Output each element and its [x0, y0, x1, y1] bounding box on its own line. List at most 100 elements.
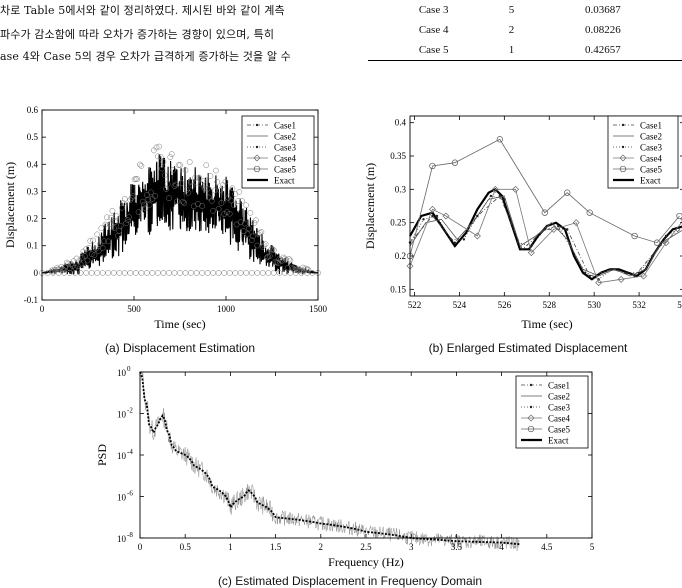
series-marker-case5 — [178, 180, 185, 187]
x-tick-label: 532 — [632, 300, 646, 310]
series-marker-case5 — [174, 198, 181, 205]
series-marker-case5 — [63, 259, 70, 266]
series-marker-case4 — [50, 270, 56, 276]
series-marker-case5 — [290, 265, 297, 272]
series-marker-case5 — [175, 162, 182, 168]
series-marker-case4 — [127, 270, 134, 276]
series-marker-case5 — [97, 241, 103, 247]
series-marker-case1 — [633, 274, 636, 278]
legend-label-case4: Case4 — [640, 154, 662, 164]
series-marker-case5 — [153, 144, 160, 151]
x-tick-label: 528 — [542, 300, 556, 310]
series-marker-case5 — [270, 247, 277, 253]
series-marker-case5 — [246, 225, 252, 232]
series-marker-case5 — [182, 167, 189, 174]
series-marker-case4 — [132, 270, 139, 276]
series-marker-case4 — [61, 270, 67, 276]
x-tick-label: 2 — [319, 542, 324, 552]
series-marker-case5 — [173, 181, 179, 188]
series-marker-case5 — [186, 159, 193, 165]
legend-label-case2: Case2 — [640, 132, 662, 142]
x-tick-label: 0 — [138, 542, 143, 552]
series-marker-case4 — [149, 270, 156, 276]
series-marker-case5 — [98, 225, 105, 232]
y-tick-label: 0.5 — [27, 132, 39, 142]
series-marker-case3 — [543, 228, 546, 231]
series-marker-case5 — [168, 151, 175, 157]
series-marker-case5 — [130, 193, 136, 199]
series-marker-case5 — [156, 143, 163, 150]
series-marker-case5 — [171, 183, 178, 189]
series-marker-case5 — [631, 232, 638, 240]
series-marker-case5 — [254, 242, 261, 249]
series-marker-case4 — [491, 185, 499, 193]
series-marker-case5 — [123, 220, 130, 227]
legend-label-exact: Exact — [640, 176, 661, 186]
series-marker-case5 — [244, 231, 251, 238]
series-marker-case4 — [617, 275, 625, 283]
series-marker-case5 — [541, 209, 548, 216]
legend-label-case4: Case4 — [548, 414, 570, 424]
y-tick-label: 10 — [117, 451, 127, 461]
table-row: Case 3 5 0.03687 — [368, 0, 682, 20]
legend-label-case4: Case4 — [274, 154, 296, 164]
legend-marker-case5 — [527, 425, 535, 433]
series-marker-case4 — [166, 270, 172, 276]
series-marker-case5 — [203, 162, 210, 169]
y-tick-label: 0.3 — [395, 184, 407, 194]
series-marker-case4 — [265, 270, 272, 276]
series-marker-case4 — [572, 219, 580, 227]
x-tick-label: 530 — [587, 300, 601, 310]
table-cell: Case 5 — [368, 40, 500, 61]
series-line-case1 — [409, 195, 682, 277]
series-marker-case5 — [144, 192, 150, 198]
series-marker-case5 — [120, 200, 127, 207]
series-marker-case5 — [148, 189, 154, 196]
series-marker-case5 — [248, 237, 255, 244]
legend-label-case2: Case2 — [548, 392, 570, 402]
series-marker-case3 — [435, 214, 439, 218]
series-marker-case4 — [259, 270, 266, 276]
series-marker-case1 — [453, 241, 457, 244]
x-tick-label: 500 — [127, 304, 141, 314]
series-marker-case5 — [207, 173, 214, 179]
x-tick-label: 1 — [228, 542, 233, 552]
series-marker-case4 — [105, 270, 112, 276]
series-marker-case5 — [138, 163, 145, 169]
y-tick-exponent: -6 — [127, 490, 133, 498]
series-marker-case5 — [112, 219, 118, 225]
series-marker-case5 — [90, 237, 96, 244]
series-marker-case3 — [583, 271, 587, 274]
legend-label-case3: Case3 — [548, 403, 570, 413]
series-marker-case5 — [242, 220, 248, 227]
series-marker-case5 — [132, 176, 139, 182]
series-marker-case4 — [138, 270, 145, 276]
table-cell: 0.08226 — [584, 24, 621, 36]
series-marker-case5 — [429, 162, 436, 170]
series-marker-case5 — [196, 174, 203, 181]
legend-marker-case3 — [621, 145, 625, 149]
legend-label-exact: Exact — [548, 436, 569, 446]
legend-marker-case1 — [621, 123, 625, 127]
series-marker-case5 — [304, 266, 310, 273]
table-row: Case 4 2 0.08226 — [368, 20, 682, 40]
y-tick-exponent: 0 — [127, 365, 131, 373]
series-marker-case4 — [550, 225, 558, 233]
series-marker-case1 — [566, 228, 569, 231]
series-marker-case5 — [230, 202, 237, 208]
series-marker-case5 — [135, 209, 142, 215]
series-marker-case5 — [139, 198, 146, 205]
legend-marker-case3 — [529, 405, 533, 409]
series-marker-case5 — [305, 266, 312, 273]
series-marker-case5 — [159, 165, 165, 172]
legend-marker-case5 — [619, 165, 627, 173]
series-marker-case5 — [87, 238, 94, 244]
series-marker-case5 — [105, 238, 112, 245]
series-marker-case5 — [101, 238, 107, 245]
series-marker-case5 — [57, 266, 63, 273]
series-marker-case4 — [77, 270, 84, 276]
series-line-exact — [409, 187, 682, 281]
series-marker-case5 — [218, 200, 225, 206]
x-tick-label: 0 — [40, 304, 45, 314]
x-tick-label: 3.5 — [451, 542, 463, 552]
